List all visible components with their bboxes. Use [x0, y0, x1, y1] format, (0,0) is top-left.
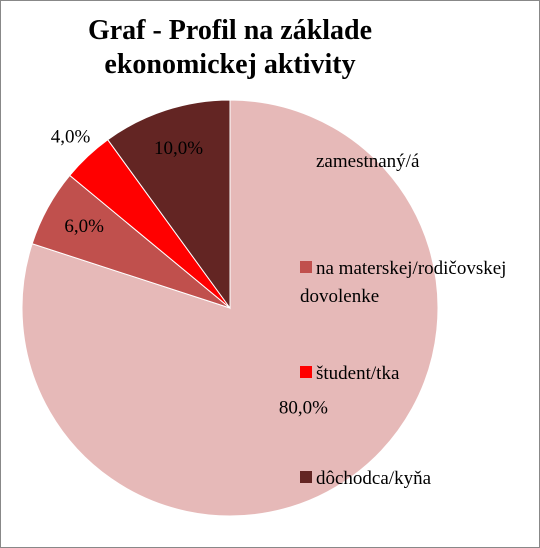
legend-swatch	[300, 261, 312, 273]
legend-item: na materskej/rodičovskej dovolenke	[300, 255, 536, 311]
data-label: 80,0%	[279, 397, 328, 418]
pie-slice	[107, 99, 231, 310]
legend-label: študent/tka	[316, 363, 400, 384]
legend-swatch	[300, 154, 312, 166]
legend-swatch	[300, 471, 312, 483]
legend-label: zamestnaný/á	[316, 151, 420, 172]
legend-item: zamestnaný/á	[300, 148, 536, 176]
chart-title: Graf - Profil na základe ekonomickej akt…	[87, 15, 373, 80]
legend-item: študent/tka	[300, 360, 536, 388]
data-label: 6,0%	[64, 216, 104, 237]
data-label: 4,0%	[51, 127, 91, 148]
legend-label: na materskej/rodičovskej dovolenke	[300, 258, 507, 307]
legend-swatch	[300, 366, 312, 378]
legend-label: dôchodca/kyňa	[316, 468, 432, 489]
data-label: 10,0%	[154, 138, 203, 159]
legend-item: dôchodca/kyňa	[300, 465, 536, 493]
